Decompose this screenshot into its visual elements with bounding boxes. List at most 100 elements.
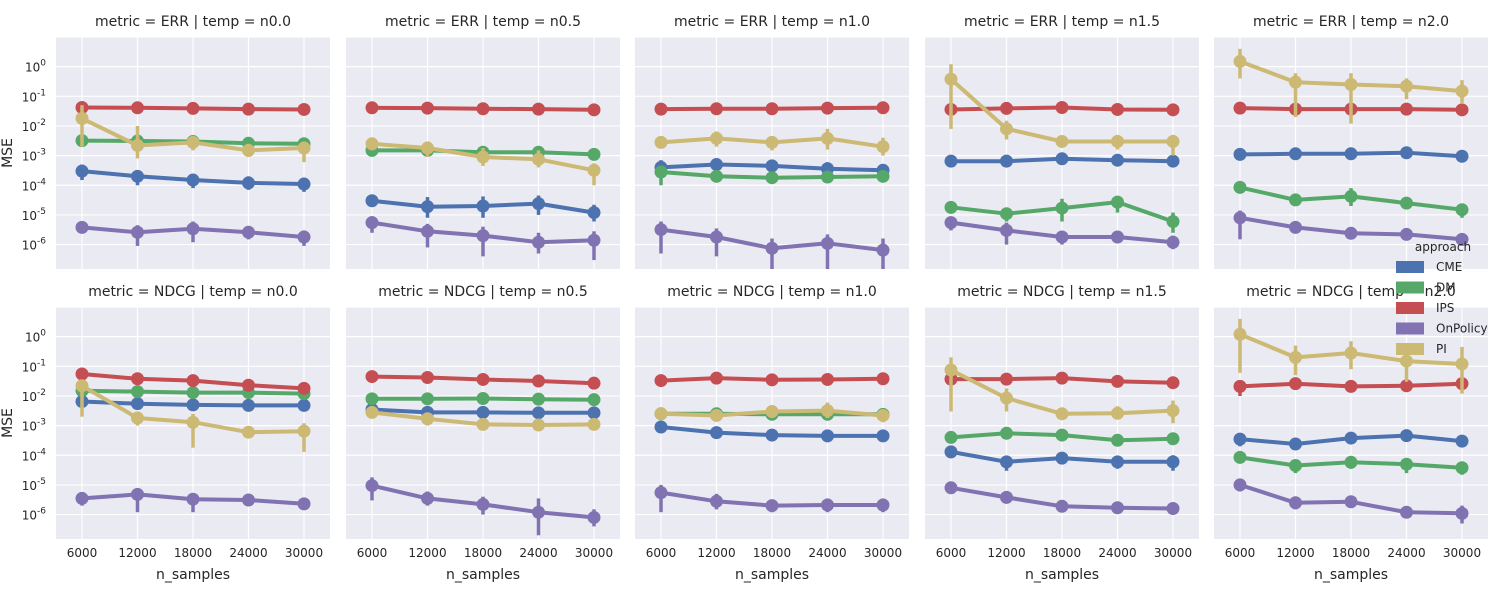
- x-tick-label: 18000: [1332, 546, 1370, 560]
- data-point-pi: [1455, 357, 1469, 371]
- data-point-dm: [476, 392, 490, 406]
- data-point-pi: [710, 408, 723, 422]
- x-tick-label: 30000: [1154, 546, 1192, 560]
- data-point-cme: [242, 398, 255, 412]
- data-point-cme: [1166, 455, 1180, 469]
- data-point-cme: [532, 406, 545, 420]
- data-point-ips: [1233, 101, 1247, 115]
- data-point-dm: [944, 430, 958, 444]
- data-point-cme: [1455, 149, 1469, 163]
- data-point-ips: [710, 371, 723, 385]
- data-point-ips: [876, 372, 890, 386]
- data-point-pi: [242, 143, 255, 157]
- data-point-cme: [1233, 432, 1247, 446]
- data-point-ips: [587, 103, 601, 117]
- data-point-pi: [1233, 54, 1247, 68]
- data-point-pi: [1166, 404, 1180, 418]
- data-point-cme: [710, 426, 723, 440]
- data-point-dm: [1055, 201, 1069, 215]
- data-point-pi: [1289, 75, 1302, 89]
- data-point-dm: [1233, 450, 1247, 464]
- data-point-onpolicy: [1111, 501, 1124, 515]
- data-point-ips: [365, 370, 379, 384]
- data-point-dm: [1289, 193, 1302, 207]
- data-point-dm: [1055, 428, 1069, 442]
- data-point-cme: [75, 164, 89, 178]
- data-point-cme: [421, 200, 434, 214]
- y-tick-label: 10-6: [22, 237, 47, 253]
- data-point-ips: [532, 102, 545, 116]
- data-point-onpolicy: [1233, 211, 1247, 225]
- data-point-cme: [944, 445, 958, 459]
- y-tick-label: 10-4: [22, 447, 47, 463]
- data-point-ips: [654, 102, 668, 116]
- facet-title: metric = ERR | temp = n1.5: [964, 14, 1160, 30]
- y-tick-label: 100: [25, 59, 46, 75]
- data-point-cme: [1455, 434, 1469, 448]
- data-point-ips: [1111, 374, 1124, 388]
- data-point-onpolicy: [532, 505, 545, 519]
- data-point-pi: [876, 408, 890, 422]
- data-point-ips: [710, 102, 723, 116]
- data-point-ips: [532, 374, 545, 388]
- legend-swatch-cme: [1396, 261, 1424, 273]
- data-point-ips: [242, 378, 255, 392]
- data-point-onpolicy: [1344, 226, 1358, 240]
- data-point-cme: [1055, 152, 1069, 166]
- data-point-onpolicy: [710, 230, 723, 244]
- data-point-onpolicy: [765, 241, 779, 255]
- data-point-pi: [476, 150, 490, 164]
- data-point-pi: [476, 417, 490, 431]
- y-tick-label: 10-3: [22, 418, 46, 434]
- data-point-cme: [476, 199, 490, 213]
- data-point-ips: [1344, 379, 1358, 393]
- x-tick-label: 6000: [357, 546, 388, 560]
- data-point-pi: [587, 163, 601, 177]
- data-point-ips: [1166, 376, 1180, 390]
- data-point-pi: [297, 424, 311, 438]
- data-point-onpolicy: [365, 216, 379, 230]
- data-point-onpolicy: [1289, 496, 1302, 510]
- y-tick-label: 10-6: [22, 507, 47, 523]
- data-point-pi: [1344, 346, 1358, 360]
- data-point-cme: [587, 406, 601, 420]
- x-tick-label: 30000: [285, 546, 323, 560]
- data-point-ips: [1289, 377, 1302, 391]
- data-point-dm: [821, 170, 834, 184]
- data-point-pi: [532, 152, 545, 166]
- x-tick-label: 12000: [1276, 546, 1314, 560]
- data-point-cme: [944, 154, 958, 168]
- data-point-cme: [765, 428, 779, 442]
- facet-title: metric = NDCG | temp = n0.0: [88, 284, 298, 300]
- data-point-dm: [1166, 432, 1180, 446]
- data-point-dm: [710, 169, 723, 183]
- legend-swatch-onpolicy: [1396, 322, 1424, 335]
- data-point-pi: [1166, 134, 1180, 148]
- data-point-onpolicy: [1111, 230, 1124, 244]
- data-point-onpolicy: [944, 216, 958, 230]
- data-point-cme: [1000, 455, 1013, 469]
- data-point-dm: [365, 392, 379, 406]
- data-point-cme: [1111, 455, 1124, 469]
- data-point-onpolicy: [365, 479, 379, 493]
- data-point-ips: [131, 101, 144, 115]
- data-point-ips: [186, 101, 200, 115]
- y-tick-label: 10-2: [22, 388, 46, 404]
- data-point-cme: [821, 429, 834, 443]
- data-point-pi: [1055, 134, 1069, 148]
- data-point-onpolicy: [532, 235, 545, 249]
- data-point-onpolicy: [1344, 495, 1358, 509]
- data-point-ips: [1400, 379, 1413, 393]
- data-point-onpolicy: [654, 486, 668, 500]
- y-tick-label: 10-3: [22, 148, 46, 164]
- data-point-ips: [421, 370, 434, 384]
- data-point-cme: [654, 420, 668, 434]
- data-point-cme: [1111, 153, 1124, 167]
- facet-title: metric = ERR | temp = n0.0: [95, 14, 291, 30]
- data-point-onpolicy: [297, 497, 311, 511]
- data-point-onpolicy: [242, 493, 255, 507]
- data-point-onpolicy: [1000, 223, 1013, 237]
- data-point-ips: [476, 372, 490, 386]
- data-point-onpolicy: [821, 498, 834, 512]
- x-tick-label: 12000: [987, 546, 1025, 560]
